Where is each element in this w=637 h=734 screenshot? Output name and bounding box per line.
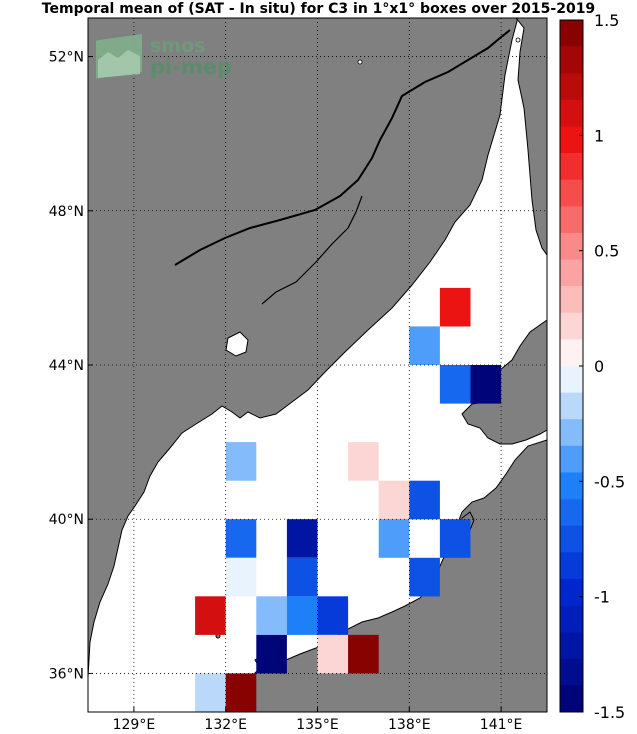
colorbar-step [560,73,583,101]
data-cells [195,287,502,712]
colorbar-step [560,632,583,660]
data-cell [225,557,257,597]
colorbar-step [560,392,583,420]
data-cell [286,596,318,635]
sakhalin-landmass [515,18,547,256]
data-cell [348,634,379,674]
data-cell [225,673,257,712]
colorbar-tick-label: 1 [594,126,604,145]
colorbar-tick-label: -1.5 [594,703,625,722]
colorbar-step [560,312,583,340]
longitude-tick-label: 141°E [480,717,523,733]
data-cell [378,519,410,558]
logo-text-line2: pi-mep [150,55,232,79]
colorbar-step [560,472,583,500]
data-cell [378,480,410,520]
data-cell [439,365,471,404]
data-cell [256,634,287,674]
data-cell [348,442,379,481]
colorbar-step [560,259,583,287]
colorbar-step [560,153,583,180]
colorbar-tick-label: 0 [594,357,604,376]
colorbar-step [560,20,583,47]
colorbar-step [560,286,583,314]
data-cell [409,326,440,365]
logo-text-line1: smos [150,35,205,57]
longitude-tick-label: 129°E [113,717,156,733]
colorbar-step [560,366,583,393]
data-cell [286,519,318,558]
data-cell [195,673,226,712]
longitude-tick-label: 138°E [388,717,431,733]
latitude-tick-label: 36°N [49,666,84,682]
data-cell [439,287,471,327]
latitude-tick-label: 52°N [49,50,84,66]
data-cell [195,596,226,635]
ussuri-river [261,195,363,305]
colorbar-step [560,46,583,74]
data-cell [409,557,440,597]
data-cell [286,557,318,597]
colorbar: 1.5 1 0.5 0 -0.5 -1 -1.5 [559,11,625,722]
mainland-asia-landmass [88,18,519,686]
colorbar-step [560,685,583,713]
colorbar-step [560,126,583,154]
smos-pi-mep-logo: smos pi-mep [96,34,232,79]
islet [357,59,363,65]
colorbar-step [560,499,583,526]
data-cell [470,365,502,404]
data-cell [317,596,349,635]
data-cell [225,519,257,558]
islet [515,37,521,43]
hokkaido-landmass [461,319,547,445]
colorbar-step [560,445,583,473]
colorbar-step [560,605,583,633]
chart-title: Temporal mean of (SAT - In situ) for C3 … [41,1,596,17]
latitude-tick-label: 48°N [49,204,84,220]
colorbar-step [560,578,583,606]
colorbar-step [560,339,583,367]
colorbar-step [560,525,583,553]
amur-river [174,29,511,266]
colorbar-step [560,232,583,260]
graticule [88,18,547,712]
colorbar-tick-label: -0.5 [594,472,625,491]
data-cell [409,480,440,520]
colorbar-tick-label: 0.5 [594,242,619,261]
data-cell [256,596,287,635]
data-cell [225,442,257,481]
colorbar-step [560,99,583,127]
colorbar-tick-label: -1 [594,588,610,607]
latitude-axis: 36°N 40°N 44°N 48°N 52°N [49,50,93,682]
colorbar-step [560,552,583,580]
colorbar-step [560,206,583,234]
latitude-tick-label: 44°N [49,358,84,374]
longitude-tick-label: 135°E [296,717,339,733]
latitude-tick-label: 40°N [49,512,84,528]
colorbar-step [560,419,583,447]
longitude-axis: 129°E 132°E 135°E 138°E 141°E [113,707,523,733]
colorbar-tick-label: 1.5 [594,11,619,30]
colorbar-step [560,179,583,207]
longitude-tick-label: 132°E [204,717,247,733]
data-cell [439,519,471,558]
data-cell [317,634,349,674]
colorbar-step [560,658,583,686]
